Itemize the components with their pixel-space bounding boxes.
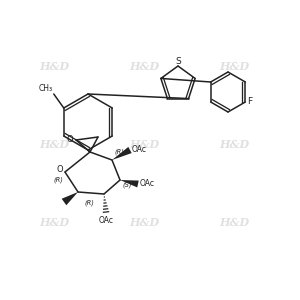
Text: OAc: OAc bbox=[132, 146, 147, 154]
Text: H&D: H&D bbox=[129, 61, 159, 71]
Polygon shape bbox=[112, 147, 132, 160]
Text: CH₃: CH₃ bbox=[39, 84, 53, 93]
Text: (R): (R) bbox=[84, 199, 94, 206]
Text: O: O bbox=[67, 134, 73, 143]
Text: OAc: OAc bbox=[98, 216, 113, 225]
Text: (R): (R) bbox=[114, 148, 124, 155]
Text: O: O bbox=[57, 166, 63, 175]
Text: (R): (R) bbox=[53, 177, 63, 183]
Polygon shape bbox=[120, 180, 139, 188]
Polygon shape bbox=[62, 192, 78, 205]
Text: H&D: H&D bbox=[39, 61, 69, 71]
Text: H&D: H&D bbox=[39, 217, 69, 227]
Text: H&D: H&D bbox=[129, 139, 159, 149]
Text: H&D: H&D bbox=[219, 217, 249, 227]
Text: H&D: H&D bbox=[129, 217, 159, 227]
Text: H&D: H&D bbox=[219, 61, 249, 71]
Text: H&D: H&D bbox=[219, 139, 249, 149]
Text: (S): (S) bbox=[122, 182, 131, 188]
Text: H&D: H&D bbox=[39, 139, 69, 149]
Text: S: S bbox=[175, 56, 181, 65]
Text: F: F bbox=[247, 98, 252, 106]
Text: OAc: OAc bbox=[140, 179, 155, 188]
